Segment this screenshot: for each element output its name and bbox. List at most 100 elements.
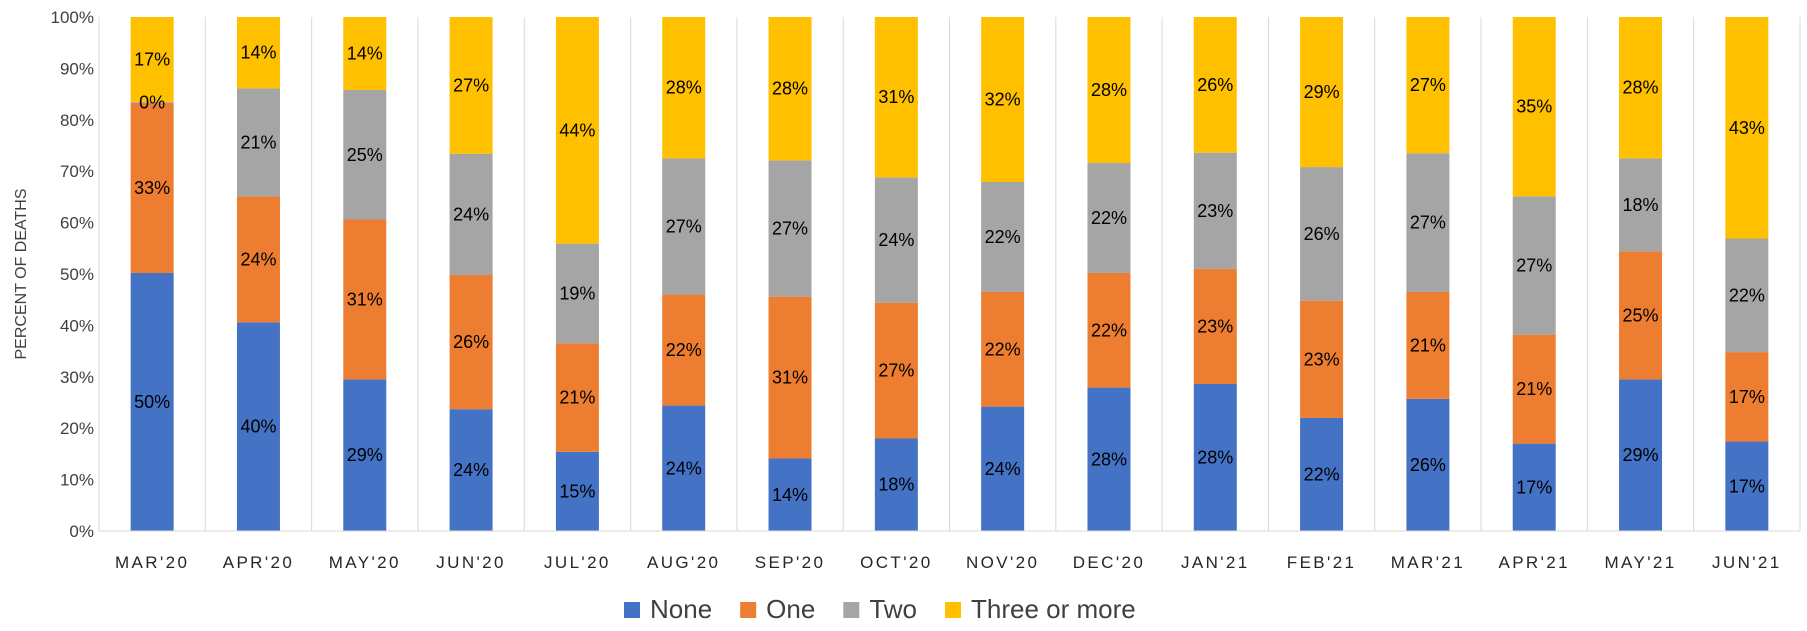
bar-one-sep-20 <box>768 296 812 459</box>
legend-swatch <box>740 602 757 618</box>
legend-swatch <box>945 602 961 618</box>
data-label-two-jan-21: 23% <box>1197 201 1233 221</box>
data-label-two-dec-20: 22% <box>1091 208 1127 228</box>
bar-three-or-more-apr-20 <box>236 17 280 89</box>
bar-one-jun-21 <box>1725 352 1769 442</box>
bar-one-jul-20 <box>555 343 599 452</box>
bar-two-mar-21 <box>1406 153 1450 292</box>
y-tick-label: 0% <box>69 522 94 541</box>
y-tick-label: 30% <box>60 368 94 387</box>
data-label-two-oct-20: 24% <box>878 230 914 250</box>
data-label-one-jun-20: 26% <box>453 332 489 352</box>
legend-item-none: None <box>624 594 712 624</box>
y-axis-title: PERCENT OF DEATHS <box>13 189 30 360</box>
data-label-none-jan-21: 28% <box>1197 447 1233 467</box>
bar-two-may-21 <box>1619 158 1663 252</box>
bar-three-or-more-nov-20 <box>981 17 1025 182</box>
data-label-two-jun-20: 24% <box>453 204 489 224</box>
bar-two-aug-20 <box>662 158 706 295</box>
bar-none-jul-20 <box>555 451 599 531</box>
bar-one-jan-21 <box>1193 268 1237 384</box>
bar-none-aug-20 <box>662 405 706 531</box>
bar-three-or-more-may-20 <box>343 17 387 90</box>
data-label-two-jul-20: 19% <box>559 284 595 304</box>
data-label-one-jan-21: 23% <box>1197 316 1233 336</box>
bar-two-may-20 <box>343 89 387 220</box>
bar-three-or-more-jun-20 <box>449 17 493 154</box>
x-tick-label: JAN'21 <box>1181 553 1250 572</box>
data-label-two-jun-21: 22% <box>1729 285 1765 305</box>
legend-item-two: Two <box>843 594 917 624</box>
data-label-three-or-more-mar-21: 27% <box>1410 75 1446 95</box>
data-label-three-or-more-apr-21: 35% <box>1516 97 1552 117</box>
bar-none-nov-20 <box>981 406 1025 531</box>
y-tick-label: 60% <box>60 214 94 233</box>
x-tick-label: JUN'21 <box>1712 553 1782 572</box>
bar-one-mar-20 <box>130 102 174 273</box>
data-label-one-may-20: 31% <box>347 289 383 309</box>
bar-two-jul-20 <box>555 243 599 344</box>
x-tick-label: MAY'21 <box>1604 553 1676 572</box>
y-tick-label: 90% <box>60 59 94 78</box>
bar-none-dec-20 <box>1087 387 1131 531</box>
data-label-none-aug-20: 24% <box>666 458 702 478</box>
bar-none-may-20 <box>343 379 387 531</box>
data-label-three-or-more-mar-20: 17% <box>134 49 170 69</box>
data-label-one-nov-20: 22% <box>985 339 1021 359</box>
data-label-none-nov-20: 24% <box>985 459 1021 479</box>
data-label-one-jul-20: 21% <box>559 388 595 408</box>
data-label-none-sep-20: 14% <box>772 485 808 505</box>
bar-none-feb-21 <box>1300 417 1344 531</box>
bar-three-or-more-jul-20 <box>555 17 599 244</box>
data-label-two-mar-21: 27% <box>1410 213 1446 233</box>
bar-three-or-more-dec-20 <box>1087 17 1131 163</box>
bar-two-jan-21 <box>1193 152 1237 269</box>
data-label-two-apr-21: 27% <box>1516 256 1552 276</box>
data-label-none-apr-21: 17% <box>1516 477 1552 497</box>
data-label-none-jul-20: 15% <box>559 481 595 501</box>
data-labels: 50% 33% 0% 17% 40% 24% 21% 14% 29% 31% 25% 14% 24% 26… <box>134 43 1765 505</box>
data-label-one-dec-20: 22% <box>1091 320 1127 340</box>
bar-none-oct-20 <box>874 438 918 531</box>
data-label-none-dec-20: 28% <box>1091 449 1127 469</box>
bar-none-apr-21 <box>1512 443 1556 531</box>
bar-three-or-more-jun-21 <box>1725 17 1769 239</box>
bar-one-aug-20 <box>662 294 706 406</box>
data-label-one-may-21: 25% <box>1623 305 1659 325</box>
data-label-three-or-more-may-20: 14% <box>347 43 383 63</box>
x-tick-label: AUG'20 <box>647 553 720 572</box>
bar-three-or-more-oct-20 <box>874 17 918 178</box>
bar-two-oct-20 <box>874 177 918 303</box>
data-label-one-oct-20: 27% <box>878 361 914 381</box>
bar-two-sep-20 <box>768 160 812 297</box>
data-label-two-feb-21: 26% <box>1304 224 1340 244</box>
data-label-two-mar-20: 0% <box>139 92 165 112</box>
data-label-three-or-more-feb-21: 29% <box>1304 82 1340 102</box>
y-tick-label: 70% <box>60 162 94 181</box>
y-axis: 0% 10% 20% 30% 40% 50% 60% 70% 80% 90% 100% <box>51 8 94 541</box>
data-label-one-aug-20: 22% <box>666 340 702 360</box>
y-tick-label: 50% <box>60 265 94 284</box>
bar-none-apr-20 <box>236 322 280 531</box>
data-label-one-mar-21: 21% <box>1410 335 1446 355</box>
x-tick-label: FEB'21 <box>1287 553 1357 572</box>
x-tick-label: MAY'20 <box>329 553 401 572</box>
bar-one-apr-20 <box>236 196 280 323</box>
data-label-none-jun-21: 17% <box>1729 476 1765 496</box>
bar-none-mar-21 <box>1406 398 1450 531</box>
x-tick-label: OCT'20 <box>860 553 932 572</box>
y-tick-label: 40% <box>60 316 94 335</box>
x-tick-label: MAR'20 <box>115 553 189 572</box>
y-tick-label: 10% <box>60 471 94 490</box>
data-label-three-or-more-jan-21: 26% <box>1197 75 1233 95</box>
data-label-three-or-more-nov-20: 32% <box>985 89 1021 109</box>
bar-one-nov-20 <box>981 291 1025 407</box>
legend-label: Two <box>869 594 917 624</box>
legend-label: None <box>650 594 712 624</box>
bar-one-may-21 <box>1619 251 1663 380</box>
bar-three-or-more-mar-21 <box>1406 17 1450 154</box>
data-label-three-or-more-oct-20: 31% <box>878 87 914 107</box>
data-label-three-or-more-aug-20: 28% <box>666 78 702 98</box>
bar-two-apr-20 <box>236 88 280 197</box>
bar-three-or-more-may-21 <box>1619 17 1663 159</box>
